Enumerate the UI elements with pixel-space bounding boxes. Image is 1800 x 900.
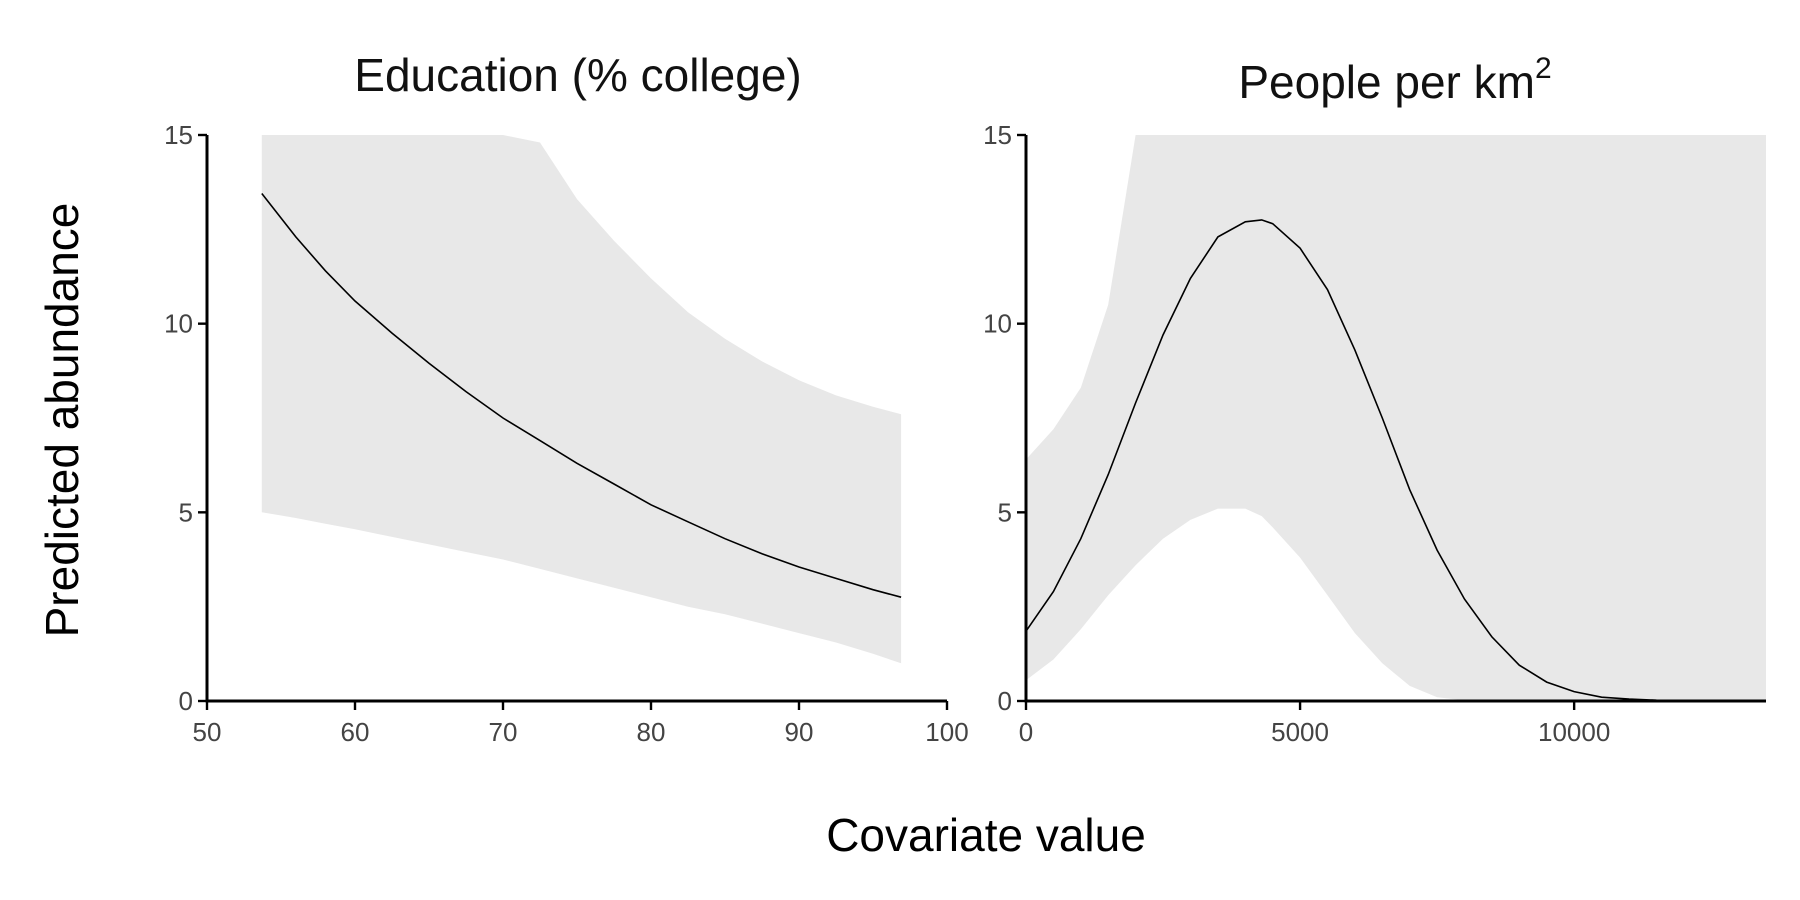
x-tick-label: 100 (925, 717, 968, 747)
y-tick-label: 10 (164, 309, 193, 339)
fitted-curve (261, 193, 902, 598)
x-axis-title: Covariate value (826, 809, 1146, 861)
y-tick-label: 0 (998, 686, 1012, 716)
y-tick-label: 0 (179, 686, 193, 716)
x-tick-label: 50 (193, 717, 222, 747)
y-tick-label: 15 (164, 120, 193, 150)
x-tick-label: 80 (637, 717, 666, 747)
x-tick-label: 60 (341, 717, 370, 747)
y-axis-title: Predicted abundance (36, 203, 88, 638)
x-tick-label: 10000 (1538, 717, 1610, 747)
y-tick-label: 10 (983, 309, 1012, 339)
panel-title-people-text: People per km (1238, 56, 1535, 108)
x-tick-label: 0 (1019, 717, 1033, 747)
confidence-band (1026, 135, 1766, 701)
x-tick-label: 90 (785, 717, 814, 747)
fitted-curve (1025, 219, 1766, 702)
y-tick-label: 5 (179, 497, 193, 527)
x-tick-label: 5000 (1271, 717, 1329, 747)
x-tick-label: 70 (489, 717, 518, 747)
y-tick-label: 15 (983, 120, 1012, 150)
panel-title-education: Education (% college) (354, 49, 801, 101)
y-tick-label: 5 (998, 497, 1012, 527)
panel-education: 0 5 10 15 50 60 70 80 90 100 (164, 120, 969, 747)
panel-title-people-superscript: 2 (1535, 52, 1552, 85)
panel-people-per-km2: 0 5 10 15 0 5000 10000 (983, 120, 1766, 747)
confidence-band (261, 135, 902, 664)
panel-title-people: People per km2 (1238, 52, 1551, 108)
